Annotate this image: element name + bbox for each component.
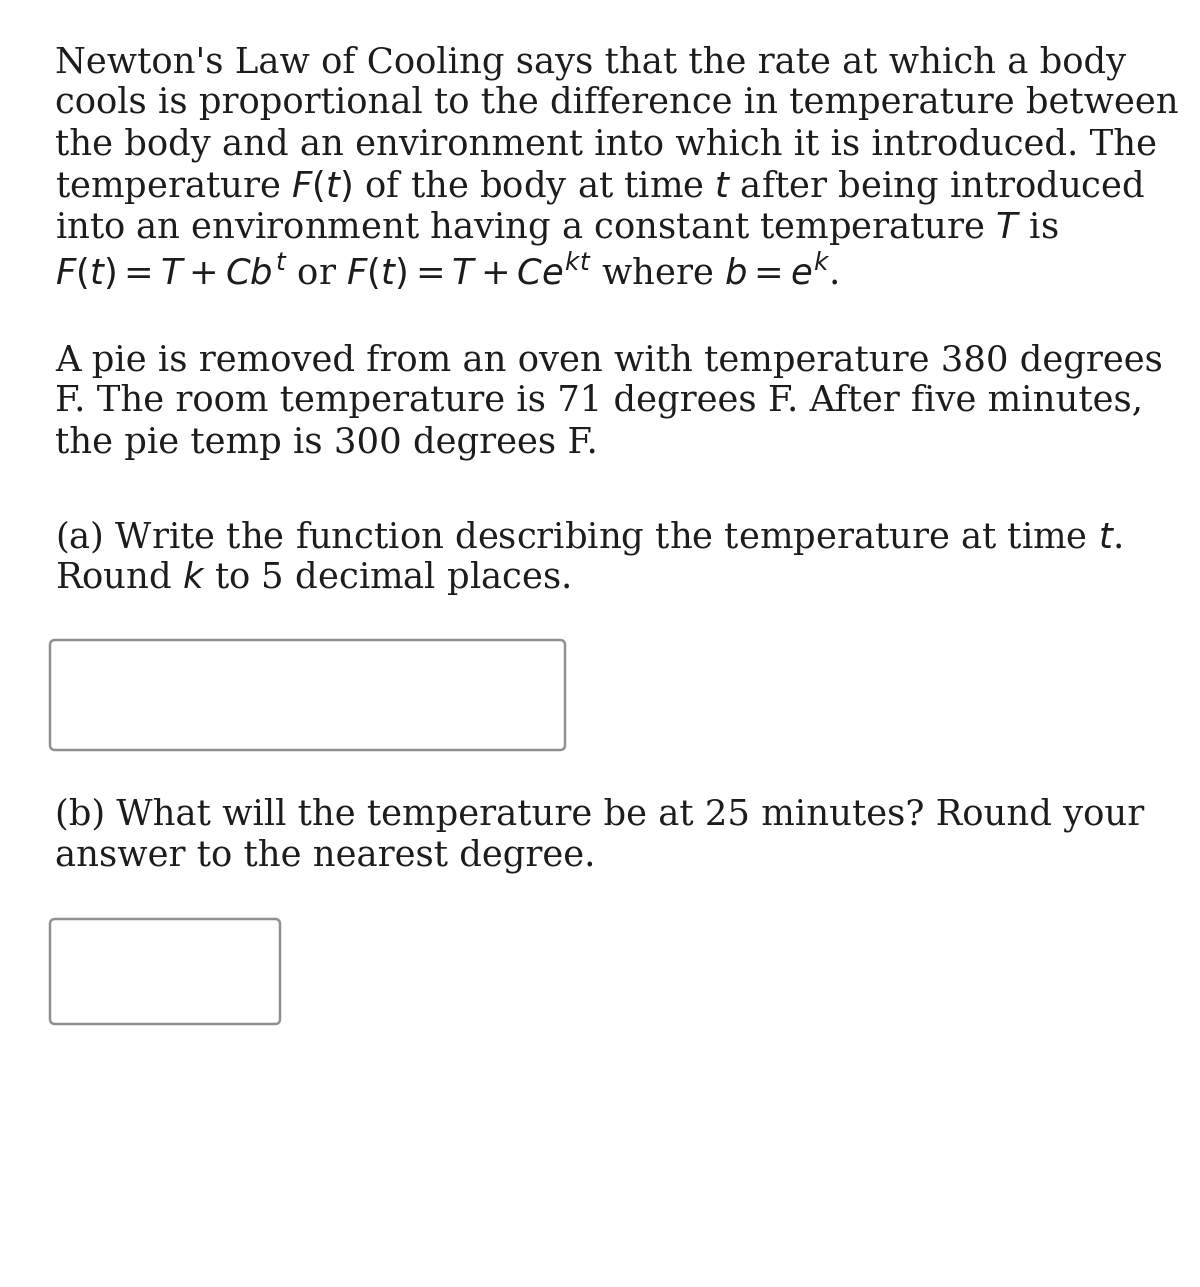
Text: cools is proportional to the difference in temperature between: cools is proportional to the difference … — [55, 86, 1178, 120]
FancyBboxPatch shape — [50, 919, 280, 1024]
Text: the body and an environment into which it is introduced. The: the body and an environment into which i… — [55, 127, 1157, 161]
Text: (b) What will the temperature be at 25 minutes? Round your: (b) What will the temperature be at 25 m… — [55, 797, 1145, 831]
FancyBboxPatch shape — [50, 640, 565, 750]
Text: (a) Write the function describing the temperature at time $t$.: (a) Write the function describing the te… — [55, 517, 1122, 557]
Text: Newton's Law of Cooling says that the rate at which a body: Newton's Law of Cooling says that the ra… — [55, 45, 1126, 80]
Text: the pie temp is 300 degrees F.: the pie temp is 300 degrees F. — [55, 425, 598, 459]
Text: into an environment having a constant temperature $T$ is: into an environment having a constant te… — [55, 208, 1058, 247]
Text: Round $k$ to 5 decimal places.: Round $k$ to 5 decimal places. — [55, 559, 570, 597]
Text: F. The room temperature is 71 degrees F. After five minutes,: F. The room temperature is 71 degrees F.… — [55, 384, 1142, 418]
Text: $F(t) = T + Cb^t$ or $F(t) = T + Ce^{kt}$ where $b = e^k$.: $F(t) = T + Cb^t$ or $F(t) = T + Ce^{kt}… — [55, 250, 839, 292]
Text: temperature $F(t)$ of the body at time $t$ after being introduced: temperature $F(t)$ of the body at time $… — [55, 169, 1145, 206]
Text: A pie is removed from an oven with temperature 380 degrees: A pie is removed from an oven with tempe… — [55, 344, 1163, 377]
Text: answer to the nearest degree.: answer to the nearest degree. — [55, 838, 595, 873]
